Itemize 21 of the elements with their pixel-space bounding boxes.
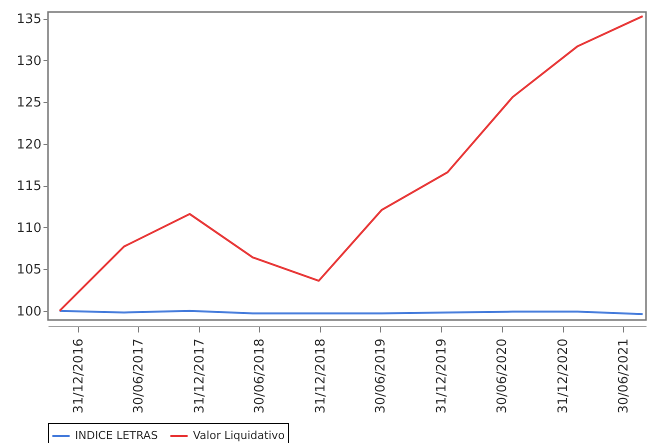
- y-tick-label: 100: [16, 304, 42, 320]
- x-tick-label: 31/12/2019: [434, 338, 450, 414]
- y-tick-label: 105: [16, 262, 42, 278]
- y-tick-label: 135: [16, 12, 42, 28]
- legend-label: Valor Liquidativo: [193, 429, 286, 442]
- x-tick-label: 31/12/2020: [556, 338, 572, 414]
- y-tick-label: 120: [16, 137, 42, 152]
- x-tick-label: 30/06/2021: [616, 338, 632, 414]
- x-tick-label: 30/06/2020: [495, 338, 510, 414]
- y-tick-label: 125: [16, 96, 42, 111]
- y-tick-label: 115: [16, 179, 42, 194]
- x-tick-label: 30/06/2019: [374, 338, 389, 414]
- y-tick-label: 130: [16, 54, 42, 69]
- legend-label: INDICE LETRAS: [75, 429, 158, 442]
- y-tick-label: 110: [16, 220, 42, 236]
- x-tick-label: 31/12/2017: [192, 338, 208, 414]
- x-tick-label: 30/06/2018: [252, 338, 268, 414]
- x-tick-label: 30/06/2017: [131, 338, 146, 414]
- x-tick-label: 31/12/2018: [314, 338, 329, 414]
- x-tick-label: 31/12/2016: [71, 338, 86, 414]
- line-series: [58, 15, 644, 312]
